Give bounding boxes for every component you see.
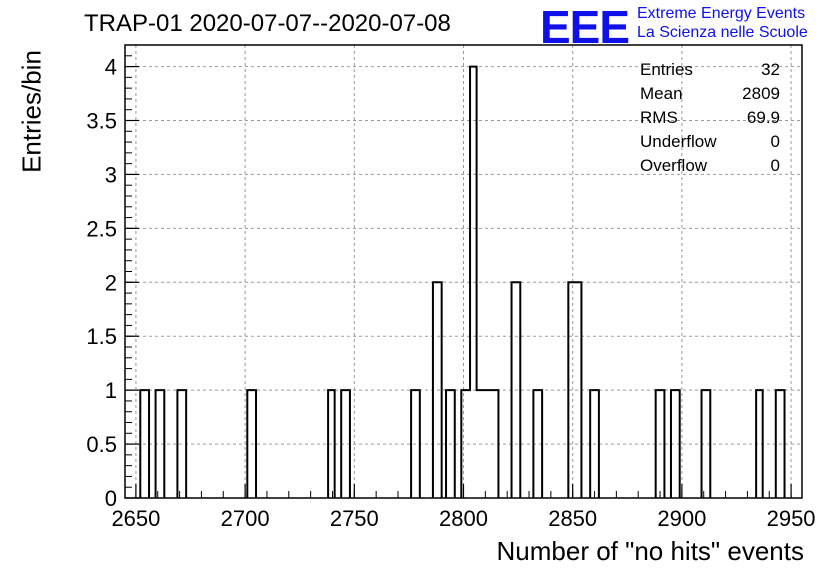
stat-overflow: Overflow 0 <box>640 156 780 180</box>
x-tick-label: 2900 <box>657 506 706 531</box>
y-tick-label: 4 <box>105 55 117 80</box>
x-tick-label: 2700 <box>221 506 270 531</box>
stat-label: Overflow <box>640 156 708 175</box>
stat-value: 2809 <box>742 84 780 103</box>
stat-underflow: Underflow 0 <box>640 132 780 156</box>
y-tick-label: 1 <box>105 378 117 403</box>
y-axis-label: Entries/bin <box>16 50 47 173</box>
x-tick-label: 2750 <box>330 506 379 531</box>
y-tick-label: 3.5 <box>86 109 117 134</box>
stat-value: 69.9 <box>746 108 780 127</box>
stat-entries: Entries 32 <box>640 60 780 84</box>
y-tick-label: 0 <box>105 486 117 511</box>
y-tick-label: 2.5 <box>86 216 117 241</box>
x-tick-label: 2850 <box>548 506 597 531</box>
y-tick-label: 2 <box>105 270 117 295</box>
x-axis-label: Number of "no hits" events <box>496 536 805 566</box>
stat-label: RMS <box>640 108 678 127</box>
y-tick-label: 3 <box>105 162 117 187</box>
stat-value: 32 <box>761 60 780 79</box>
stat-label: Mean <box>640 84 683 103</box>
stat-value: 0 <box>770 156 780 175</box>
logo-caption: Extreme Energy Events La Scienza nelle S… <box>637 4 808 42</box>
x-tick-label: 2650 <box>111 506 160 531</box>
y-tick-label: 0.5 <box>86 432 117 457</box>
chart-title: TRAP-01 2020-07-07--2020-07-08 <box>84 10 451 37</box>
tick-labels: 2650 2700 2750 2800 2850 2900 2950 0 0.5 1 1.5 2 2.5… <box>86 55 815 531</box>
stat-mean: Mean 2809 <box>640 84 780 108</box>
x-tick-label: 2800 <box>439 506 488 531</box>
stat-label: Underflow <box>640 132 717 151</box>
axis-ticks <box>125 44 792 499</box>
stat-label: Entries <box>640 60 693 79</box>
stat-value: 0 <box>770 132 780 151</box>
stats-box: Entries 32 Mean 2809 RMS 69.9 Underflow 0 Ov… <box>640 60 780 180</box>
stat-rms: RMS 69.9 <box>640 108 780 132</box>
logo-line-2: La Scienza nelle Scuole <box>637 24 808 41</box>
y-tick-label: 1.5 <box>86 324 117 349</box>
x-tick-label: 2950 <box>767 506 816 531</box>
logo-line-1: Extreme Energy Events <box>637 5 806 22</box>
eee-logo-icon: EEE <box>540 1 630 53</box>
histogram-outline <box>139 65 786 498</box>
